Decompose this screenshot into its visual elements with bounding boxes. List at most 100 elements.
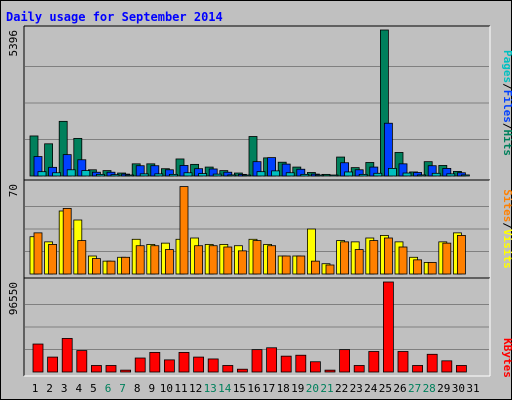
bar-sites-day-13 bbox=[208, 245, 218, 275]
bar-sites-day-29 bbox=[442, 242, 452, 275]
panel-2: 70 Sites/Visits bbox=[7, 179, 512, 279]
bar-pages-day-8 bbox=[139, 173, 149, 177]
bar-kbytes-day-25 bbox=[382, 281, 394, 373]
bar-kbytes-day-3 bbox=[61, 338, 73, 373]
plots: 5396Pages/Files/Hits70Sites/Visits96550K… bbox=[7, 25, 512, 395]
x-tick-label-20: 20 bbox=[306, 382, 319, 395]
bar-sites-day-1 bbox=[33, 232, 43, 275]
y-max-label: 96550 bbox=[7, 282, 20, 315]
bar-kbytes-day-17 bbox=[266, 347, 278, 373]
x-tick-label-29: 29 bbox=[437, 382, 450, 395]
x-tick-label-11: 11 bbox=[174, 382, 187, 395]
bar-sites-day-14 bbox=[223, 246, 233, 275]
bar-sites-day-2 bbox=[48, 244, 57, 275]
x-tick-label-3: 3 bbox=[61, 382, 68, 395]
bar-pages-day-16 bbox=[256, 171, 266, 177]
x-tick-label-13: 13 bbox=[204, 382, 217, 395]
bar-kbytes-day-18 bbox=[280, 355, 292, 373]
y-max-label: 70 bbox=[7, 184, 20, 197]
bar-pages-day-4 bbox=[81, 170, 91, 177]
bar-kbytes-day-20 bbox=[309, 361, 321, 373]
x-tick-label-14: 14 bbox=[218, 382, 232, 395]
x-tick-label-7: 7 bbox=[119, 382, 126, 395]
bar-pages-day-10 bbox=[168, 173, 178, 177]
bar-pages-day-5 bbox=[96, 173, 105, 177]
bar-sites-day-7 bbox=[121, 256, 130, 275]
bar-kbytes-day-29 bbox=[441, 360, 453, 373]
bar-kbytes-day-30 bbox=[455, 365, 467, 373]
bar-pages-day-23 bbox=[358, 173, 368, 177]
bar-sites-day-4 bbox=[77, 240, 87, 275]
bar-sites-day-18 bbox=[281, 255, 291, 275]
legend-separator: / bbox=[501, 222, 512, 229]
bar-pages-day-11 bbox=[183, 172, 193, 177]
bar-kbytes-day-8 bbox=[134, 357, 146, 373]
bar-pages-day-9 bbox=[154, 173, 164, 177]
bar-sites-day-9 bbox=[150, 245, 160, 275]
bar-sites-day-6 bbox=[106, 260, 116, 275]
x-tick-label-17: 17 bbox=[262, 382, 275, 395]
legend: Pages/Files/Hits bbox=[501, 50, 512, 156]
bar-pages-day-27 bbox=[417, 174, 427, 177]
bar-sites-day-15 bbox=[237, 250, 247, 275]
bar-sites-day-10 bbox=[164, 249, 174, 275]
bar-pages-day-15 bbox=[241, 174, 251, 177]
bar-pages-day-1 bbox=[37, 171, 47, 177]
bar-sites-day-21 bbox=[325, 264, 335, 275]
bar-sites-day-16 bbox=[252, 240, 262, 275]
legend-separator: / bbox=[501, 83, 512, 90]
bar-kbytes-day-24 bbox=[368, 351, 380, 373]
bar-pages-day-21 bbox=[329, 174, 339, 177]
bar-sites-day-17 bbox=[267, 245, 277, 275]
bar-kbytes-day-10 bbox=[163, 359, 175, 373]
bar-pages-day-17 bbox=[271, 170, 281, 177]
x-tick-label-16: 16 bbox=[247, 382, 260, 395]
bar-sites-day-24 bbox=[369, 240, 379, 275]
bar-pages-day-22 bbox=[344, 171, 354, 177]
bar-kbytes-day-13 bbox=[207, 358, 219, 373]
x-tick-label-15: 15 bbox=[233, 382, 246, 395]
bar-pages-day-29 bbox=[446, 173, 456, 177]
bar-sites-day-30 bbox=[456, 235, 466, 275]
x-tick-label-22: 22 bbox=[335, 382, 348, 395]
bar-sites-day-26 bbox=[398, 246, 408, 275]
bar-pages-day-13 bbox=[212, 173, 222, 177]
x-tick-label-26: 26 bbox=[393, 382, 406, 395]
bar-sites-day-3 bbox=[62, 208, 72, 275]
bar-sites-day-25 bbox=[383, 237, 393, 275]
x-tick-label-9: 9 bbox=[148, 382, 155, 395]
bar-pages-day-30 bbox=[460, 174, 470, 177]
bar-sites-day-19 bbox=[296, 255, 306, 275]
bar-kbytes-day-23 bbox=[353, 365, 365, 373]
x-tick-label-25: 25 bbox=[379, 382, 392, 395]
bar-sites-day-11 bbox=[179, 186, 189, 275]
x-tick-label-21: 21 bbox=[320, 382, 333, 395]
bar-kbytes-day-27 bbox=[412, 365, 424, 373]
bar-pages-day-19 bbox=[300, 173, 310, 177]
bar-kbytes-day-9 bbox=[149, 352, 161, 373]
bar-pages-day-18 bbox=[285, 172, 295, 177]
bar-kbytes-day-14 bbox=[222, 365, 234, 373]
bar-kbytes-day-5 bbox=[91, 365, 102, 373]
bar-kbytes-day-7 bbox=[120, 369, 131, 373]
bar-pages-day-25 bbox=[387, 168, 397, 177]
bar-kbytes-day-2 bbox=[47, 356, 58, 373]
bar-sites-day-22 bbox=[340, 241, 350, 275]
bar-pages-day-2 bbox=[52, 172, 61, 177]
legend: KBytes bbox=[501, 338, 512, 378]
legend-entry-hits: Hits bbox=[501, 130, 512, 157]
bar-pages-day-28 bbox=[431, 172, 441, 177]
bar-pages-day-26 bbox=[402, 172, 412, 177]
bar-kbytes-day-22 bbox=[339, 349, 351, 373]
x-tick-label-1: 1 bbox=[32, 382, 39, 395]
legend-entry-files: Files bbox=[501, 90, 512, 123]
panel-3: 96550 KBytes bbox=[7, 277, 512, 378]
bar-kbytes-day-6 bbox=[105, 365, 117, 373]
bar-pages-day-7 bbox=[125, 174, 134, 177]
x-tick-label-2: 2 bbox=[46, 382, 53, 395]
legend-entry-kbytes: KBytes bbox=[501, 338, 512, 378]
x-tick-label-10: 10 bbox=[160, 382, 173, 395]
x-tick-label-4: 4 bbox=[75, 382, 82, 395]
